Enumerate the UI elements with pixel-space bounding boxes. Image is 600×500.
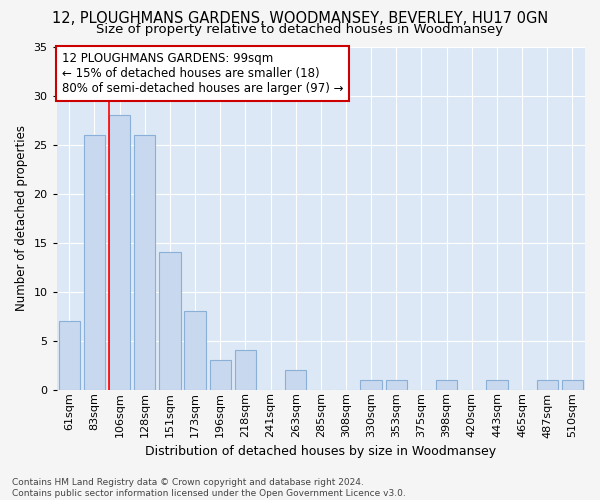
X-axis label: Distribution of detached houses by size in Woodmansey: Distribution of detached houses by size …	[145, 444, 496, 458]
Bar	[209, 360, 231, 390]
Bar	[134, 134, 155, 390]
Bar	[562, 380, 583, 390]
Bar	[486, 380, 508, 390]
Text: Contains HM Land Registry data © Crown copyright and database right 2024.
Contai: Contains HM Land Registry data © Crown c…	[12, 478, 406, 498]
Bar	[285, 370, 307, 390]
Y-axis label: Number of detached properties: Number of detached properties	[15, 125, 28, 311]
Bar	[386, 380, 407, 390]
Bar	[184, 311, 206, 390]
Bar	[59, 321, 80, 390]
Bar	[436, 380, 457, 390]
Bar	[235, 350, 256, 390]
Bar	[536, 380, 558, 390]
Text: 12, PLOUGHMANS GARDENS, WOODMANSEY, BEVERLEY, HU17 0GN: 12, PLOUGHMANS GARDENS, WOODMANSEY, BEVE…	[52, 11, 548, 26]
Bar	[361, 380, 382, 390]
Bar	[159, 252, 181, 390]
Text: Size of property relative to detached houses in Woodmansey: Size of property relative to detached ho…	[97, 22, 503, 36]
Bar	[84, 134, 105, 390]
Bar	[109, 115, 130, 390]
Text: 12 PLOUGHMANS GARDENS: 99sqm
← 15% of detached houses are smaller (18)
80% of se: 12 PLOUGHMANS GARDENS: 99sqm ← 15% of de…	[62, 52, 343, 94]
